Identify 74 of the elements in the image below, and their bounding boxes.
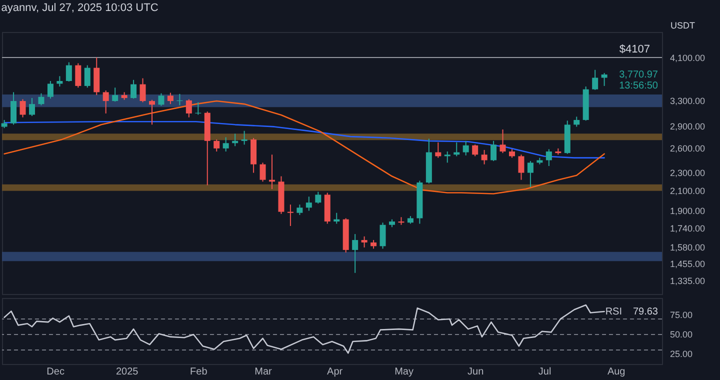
annotation: 79.63 (632, 306, 658, 318)
candlestick (315, 191, 322, 204)
candlestick (518, 154, 524, 180)
candlestick (47, 80, 54, 100)
x-tick-label: Feb (190, 366, 208, 378)
x-tick-label: Aug (607, 366, 626, 378)
candlestick (130, 79, 137, 100)
candlestick (462, 140, 469, 156)
candlestick (472, 144, 478, 157)
candlestick (296, 204, 303, 216)
candlestick (490, 140, 497, 162)
y-tick-label: 1,900.00 (670, 206, 706, 216)
candlestick (167, 92, 174, 105)
y-tick-label: 1,580.00 (670, 242, 706, 252)
candlestick (56, 76, 63, 88)
y-tick-label: 1,455.00 (670, 258, 706, 269)
x-tick-label: Jul (538, 366, 552, 378)
y-tick-label: 2,100.00 (670, 186, 706, 196)
line-series (4, 304, 605, 354)
candlestick (601, 72, 608, 86)
candlestick (352, 234, 358, 274)
y-tick-label: 2,900.00 (670, 122, 706, 132)
x-tick-label: 2025 (116, 366, 139, 378)
annotation: 13:56:50 (619, 80, 658, 92)
y-tick-label: 25.00 (670, 348, 693, 359)
candlestick (112, 87, 118, 102)
candlestick (334, 212, 340, 224)
candlestick (66, 62, 72, 82)
candlestick (38, 92, 44, 106)
candlestick (84, 64, 90, 88)
candlestick (444, 151, 450, 164)
series-label: RSI (605, 306, 622, 318)
candlestick (75, 62, 82, 88)
candlestick (574, 116, 580, 128)
y-tick-label: 75.00 (670, 310, 693, 320)
y-tick-label: 3,300.00 (670, 96, 706, 106)
y-tick-label: 1,740.00 (670, 223, 706, 234)
candlestick (186, 98, 192, 118)
x-tick-label: Dec (46, 366, 64, 378)
candlestick (361, 236, 368, 248)
y-tick-label: 2,600.00 (670, 143, 706, 154)
candlestick (500, 128, 506, 154)
line-series (4, 100, 605, 194)
candlestick (222, 136, 229, 152)
candlestick (380, 222, 386, 250)
candlestick (232, 133, 238, 147)
candlestick (527, 160, 534, 188)
x-tick-label: Apr (327, 366, 344, 378)
y-tick-label: 50.00 (670, 329, 693, 340)
y-tick-label: 4,100.00 (670, 52, 706, 63)
candlestick (20, 98, 26, 118)
x-tick-label: May (394, 366, 414, 378)
ref-line-label: $4107 (619, 44, 650, 56)
candlestick (481, 149, 488, 165)
annotation: 3,770.97 (619, 70, 658, 81)
candlestick (140, 78, 146, 103)
candlestick (546, 148, 552, 166)
candlestick (214, 138, 220, 152)
candlestick (10, 92, 17, 126)
candlestick (306, 196, 312, 212)
candlestick (260, 162, 266, 182)
y-axis-title: USDT (670, 20, 696, 30)
candlestick (592, 69, 598, 90)
candlestick (29, 98, 35, 117)
candlestick (149, 99, 155, 126)
x-tick-label: Jun (468, 366, 484, 378)
x-tick-label: Mar (254, 366, 273, 378)
y-tick-label: 1,335.00 (670, 276, 706, 286)
candlestick (102, 90, 109, 114)
candlestick (241, 130, 248, 146)
candlestick (287, 204, 294, 226)
y-tick-label: 2,300.00 (670, 168, 706, 178)
candlestick (158, 92, 164, 106)
chart-title: ayannv, Jul 27, 2025 10:03 UTC (1, 2, 158, 14)
